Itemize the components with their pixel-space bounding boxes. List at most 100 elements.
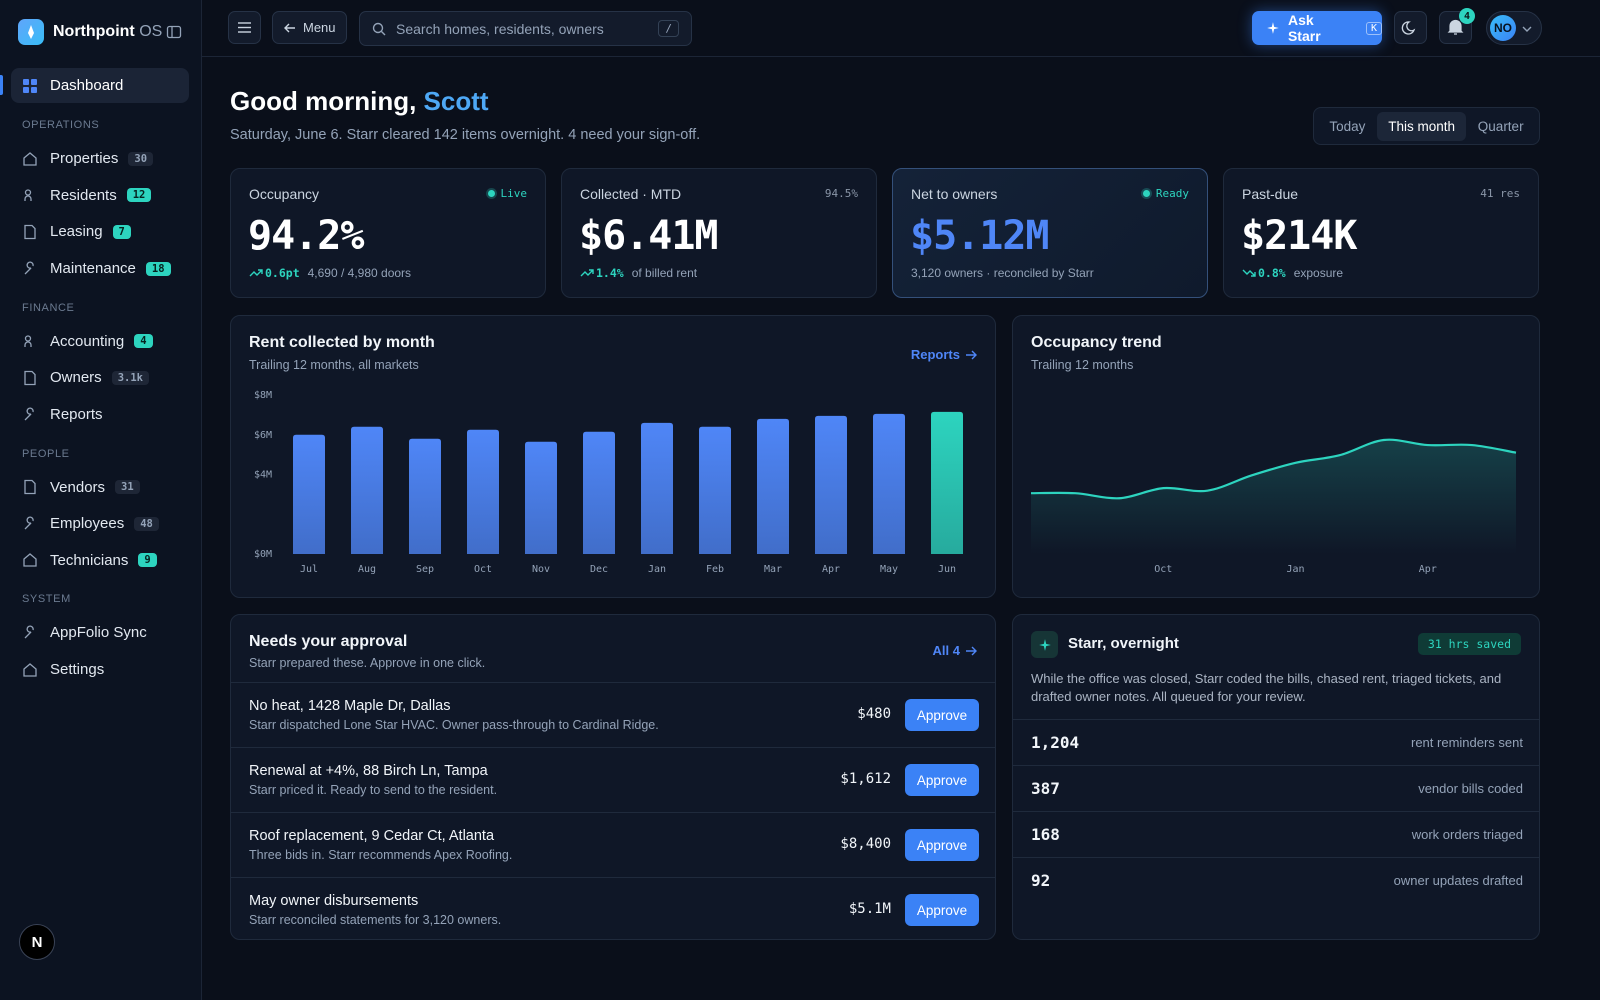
dashboard-icon [23,78,37,93]
icon-shape [24,516,34,530]
nav-section-title: SYSTEM [22,593,71,606]
kpi-label: Collected · MTD [580,186,682,202]
x-tick-label: Feb [706,564,724,575]
all-approvals-link[interactable]: All 4 [933,643,977,658]
range-option[interactable]: Quarter [1477,118,1524,134]
arrow-right [966,350,977,359]
kpi-tag: Ready [1142,187,1189,200]
greeting-subtitle: Saturday, June 6. Starr cleared 142 item… [230,127,701,143]
icon-shape [23,662,37,677]
starr-title: Starr, overnight [1068,635,1179,652]
kpi-note: of billed rent [631,266,698,280]
nav-item[interactable]: AppFolio Sync [11,615,189,650]
brand: Northpoint OS [53,23,162,41]
moon-icon [1401,21,1416,35]
icon-shape [23,78,29,85]
nav-item[interactable]: Settings [11,652,189,687]
reports-link[interactable]: Reports [911,347,977,362]
range-option[interactable]: Today [1329,118,1366,134]
ask-starr-button[interactable]: Ask Starr K [1252,11,1382,45]
nav-badge: 3.1k [111,370,149,385]
nav-section-title: FINANCE [22,301,75,314]
icon-shape [580,269,594,277]
chevron-down [1522,26,1532,32]
x-tick-label: Oct [1154,564,1172,575]
range-option-active[interactable]: This month [1377,111,1466,141]
user-menu[interactable]: NO [1486,11,1542,45]
bar [873,413,905,554]
nav-item[interactable]: Properties 30 [11,141,189,176]
bar [699,426,731,554]
nav-item-active[interactable]: Dashboard [11,68,189,103]
nav-item[interactable]: Owners 3.1k [11,360,189,395]
nav-icon [24,370,36,385]
x-tick-label: Oct [474,564,492,575]
nav-icon [24,224,36,240]
search-box[interactable]: Search homes, residents, owners / [359,11,692,46]
nav-item[interactable]: Reports [11,397,189,432]
bar [293,434,325,554]
area [1031,439,1516,554]
nav-label: Dashboard [50,77,124,94]
kpi-card: Collected · MTD 94.5% $6.41M 1.4% of billed … [561,168,877,298]
status-dot [487,190,495,197]
nav-item[interactable]: Residents 12 [11,178,189,213]
theme-toggle[interactable] [1394,11,1427,44]
stat-label: work orders triaged [1411,827,1523,842]
nav-label: Reports [50,406,103,423]
kpi-label: Occupancy [249,186,320,202]
y-tick-label: $8M [254,390,272,401]
icon-shape [249,269,263,277]
nav-badge: 18 [145,261,171,276]
kpi-label: Past-due [1242,186,1299,202]
nav-icon [23,662,37,677]
nav-item[interactable]: Technicians 9 [11,543,189,578]
nav-icon [24,406,34,420]
bar [641,422,673,554]
nav-label: Vendors [50,478,106,496]
menu-toggle[interactable] [228,11,261,44]
approval-row: No heat, 1428 Maple Dr, Dallas Starr disp… [231,682,995,747]
stat-row: 92 owner updates drafted [1013,857,1539,903]
kpi-tag: 94.5% [825,187,858,200]
kpi-delta: 1.4% [596,266,624,280]
nav-item[interactable]: Employees 48 [11,506,189,541]
approve-button[interactable]: Approve [905,829,979,861]
menu-label: Menu [303,20,336,35]
icon-shape [23,553,37,568]
icon-shape [24,370,36,385]
stat-label: rent reminders sent [1411,735,1523,750]
user-avatar[interactable]: N [19,924,55,960]
approvals-subtitle: Starr prepared these. Approve in one cli… [249,656,486,670]
bar-chart: $0M $4M $6M $8M Jul Aug Sep Oct Nov Dec Jan Feb Mar A… [254,390,963,575]
icon-shape [24,224,36,240]
approve-button[interactable]: Approve [905,764,979,796]
collapse-button[interactable] [166,24,182,40]
y-tick-label: $0M [254,549,272,560]
icon-shape [24,189,32,202]
nav-item[interactable]: Leasing 7 [11,214,189,249]
nav-icon [24,479,36,495]
kpi-card: Past-due 41 res $214K 0.8% exposure [1223,168,1539,298]
ask-shortcut: K [1365,21,1382,35]
nav-item[interactable]: Accounting 4 [11,324,189,359]
bar [467,429,499,554]
kpi-card: Occupancy Live 94.2% 0.6pt 4,690 / 4,980 doo… [230,168,546,298]
x-tick-label: Apr [822,564,840,575]
approval-amount: $5.1M [848,901,891,917]
y-tick-label: $6M [254,430,272,441]
approve-button[interactable]: Approve [905,699,979,731]
menu-button[interactable]: Menu [272,11,347,44]
nav-item[interactable]: Vendors 31 [11,470,189,505]
logo-icon [18,19,44,45]
starr-summary: While the office was closed, Starr coded… [1031,671,1502,704]
stat-value: 387 [1031,779,1060,798]
nav-item[interactable]: Maintenance 18 [11,251,189,286]
approve-button[interactable]: Approve [905,894,979,926]
greeting: Good morning, Scott [230,86,489,117]
approval-row: Renewal at +4%, 88 Birch Ln, Tampa Starr … [231,747,995,812]
approval-title: No heat, 1428 Maple Dr, Dallas [249,698,451,714]
reports-link-label: Reports [910,347,960,362]
bar [757,418,789,554]
nav-label: Accounting [50,332,125,350]
